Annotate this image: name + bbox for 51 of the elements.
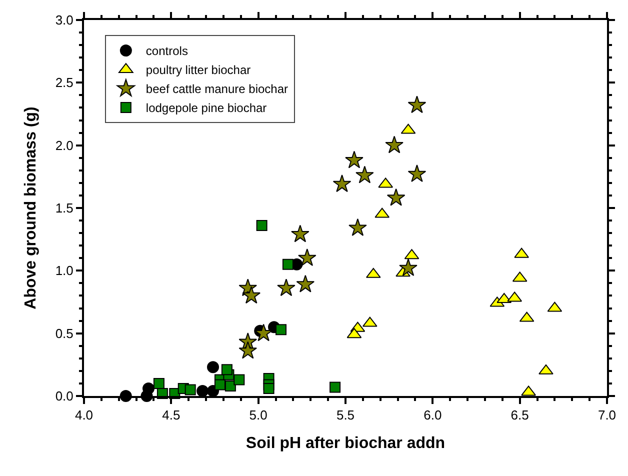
point [238,341,258,359]
point [277,278,296,296]
point [242,286,261,304]
y-tick-label: 0.0 [55,388,74,404]
point [345,150,364,168]
y-axis-title: Above ground biomass (g) [22,106,40,310]
point [214,379,226,390]
point [276,324,286,336]
y-tick-label: 3.0 [55,12,74,28]
point [234,374,245,386]
point [386,188,406,206]
x-tick-label: 5.5 [336,408,355,423]
y-tick-label: 0.5 [55,326,74,341]
point [221,364,232,376]
x-tick-label: 6.0 [424,408,442,423]
point [184,384,196,396]
x-axis-title: Soil pH after biochar addn [246,434,446,452]
legend-label: beef cattle manure biochar [146,82,288,96]
legend-label: poultry litter biochar [146,63,251,78]
point [224,380,236,392]
y-tick-label: 2.5 [55,75,74,90]
point [332,174,352,192]
point [385,136,404,154]
point [521,386,536,396]
point [263,382,274,394]
point [153,378,164,389]
y-tick-label: 1.5 [55,200,74,216]
point [196,384,209,397]
point [291,224,310,242]
x-tick-label: 4.0 [74,408,94,423]
x-tick-label: 6.5 [510,408,529,423]
x-tick-label: 7.0 [598,408,616,423]
point [356,166,374,184]
point [142,382,154,394]
point [538,364,554,374]
y-tick-label: 2.0 [55,138,74,153]
point [399,258,418,276]
point [207,361,220,374]
point [296,274,315,292]
point [282,258,294,270]
legend-label: lodgepole pine biochar [146,101,267,116]
point [408,96,426,114]
point [256,220,268,232]
point [408,164,426,182]
y-tick-label: 1.0 [55,263,74,278]
x-tick-label: 5.0 [249,408,268,423]
x-tick-label: 4.5 [162,408,180,423]
legend-label: controls [146,44,188,58]
point [348,218,367,236]
point [330,382,341,393]
point [298,248,316,266]
